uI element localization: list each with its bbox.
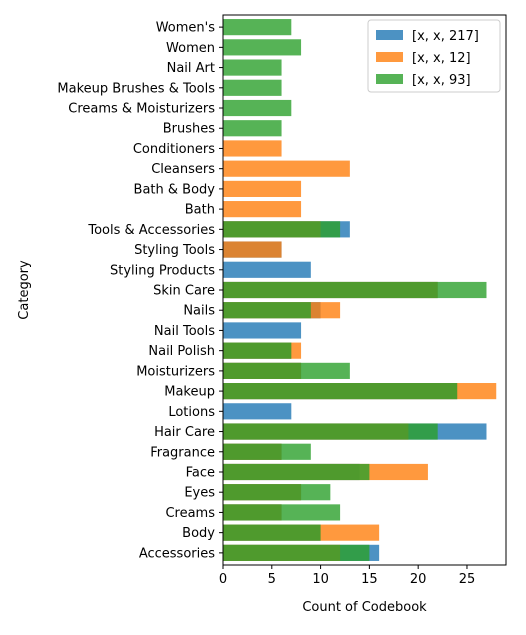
y-tick-label: Nails <box>183 304 215 319</box>
y-tick-label: Women <box>166 41 215 56</box>
y-tick-label: Nail Tools <box>154 324 215 339</box>
bar-2-26 <box>223 19 292 36</box>
x-axis-ticks: 0 5 10 15 20 25 <box>219 565 475 587</box>
bar-2-21 <box>223 120 282 137</box>
bar-2-22 <box>223 99 292 117</box>
y-tick-label: Conditioners <box>133 142 215 157</box>
y-tick-label: Accessories <box>139 546 215 561</box>
bar-2-10 <box>223 342 292 359</box>
bar-2-13 <box>223 281 487 299</box>
bar-0-7 <box>223 403 292 420</box>
y-tick-label: Fragrance <box>150 445 215 460</box>
legend-label: [x, x, 217] <box>412 29 479 44</box>
y-tick-label: Tools & Accessories <box>87 223 215 238</box>
bar-2-4 <box>223 463 370 481</box>
bar-2-5 <box>223 443 311 460</box>
bar-1-19 <box>223 160 350 177</box>
y-tick-label: Brushes <box>163 122 216 137</box>
y-tick-label: Creams & Moisturizers <box>68 102 215 117</box>
bar-1-15 <box>223 241 282 258</box>
x-tick-label: 20 <box>410 572 427 587</box>
bar-1-20 <box>223 140 282 157</box>
bar-2-0 <box>223 544 370 561</box>
x-tick-label: 25 <box>459 572 476 587</box>
y-tick-label: Cleansers <box>151 162 215 177</box>
y-tick-label: Creams <box>165 506 215 521</box>
y-tick-label: Face <box>186 465 215 480</box>
legend-label: [x, x, 93] <box>412 73 471 88</box>
x-tick-label: 10 <box>312 572 329 587</box>
y-axis-ticks: Accessories Body Creams Eyes Face Fragrance Ha… <box>57 21 223 561</box>
legend: [x, x, 217] [x, x, 12] [x, x, 93] <box>367 19 501 93</box>
bar-2-6 <box>223 423 438 440</box>
bar-2-8 <box>223 383 458 400</box>
y-tick-label: Skin Care <box>153 284 215 299</box>
bar-2-16 <box>223 221 341 238</box>
bar-2-24 <box>223 59 282 76</box>
bar-1-18 <box>223 180 302 197</box>
y-tick-label: Eyes <box>184 486 215 501</box>
bar-2-3 <box>223 484 331 501</box>
y-tick-label: Moisturizers <box>136 364 215 379</box>
y-axis-label: Category <box>17 260 32 320</box>
x-axis-label: Count of Codebook <box>302 600 427 615</box>
legend-swatch <box>376 30 403 40</box>
legend-swatch <box>376 52 403 62</box>
y-tick-label: Hair Care <box>154 425 215 440</box>
y-tick-label: Styling Products <box>110 263 215 278</box>
y-tick-label: Women's <box>156 21 216 36</box>
y-tick-label: Styling Tools <box>134 243 215 258</box>
x-tick-label: 0 <box>219 572 227 587</box>
bars-layer <box>223 19 497 561</box>
legend-swatch <box>376 74 403 84</box>
y-tick-label: Nail Art <box>167 61 215 76</box>
bar-2-9 <box>223 362 350 379</box>
x-tick-label: 5 <box>268 572 276 587</box>
bar-0-11 <box>223 322 302 339</box>
y-tick-label: Body <box>182 526 215 541</box>
bar-2-25 <box>223 39 302 56</box>
x-tick-label: 15 <box>361 572 378 587</box>
bar-2-12 <box>223 302 311 319</box>
bar-2-1 <box>223 524 321 541</box>
bar-1-17 <box>223 201 302 218</box>
bar-0-14 <box>223 261 311 278</box>
y-tick-label: Bath & Body <box>134 182 216 197</box>
y-tick-label: Makeup <box>164 385 215 400</box>
y-tick-label: Makeup Brushes & Tools <box>57 81 215 96</box>
y-tick-label: Nail Polish <box>148 344 215 359</box>
y-tick-label: Bath <box>185 203 215 218</box>
y-tick-label: Lotions <box>168 405 215 420</box>
bar-2-2 <box>223 504 341 521</box>
legend-label: [x, x, 12] <box>412 51 471 66</box>
bar-2-23 <box>223 79 282 96</box>
